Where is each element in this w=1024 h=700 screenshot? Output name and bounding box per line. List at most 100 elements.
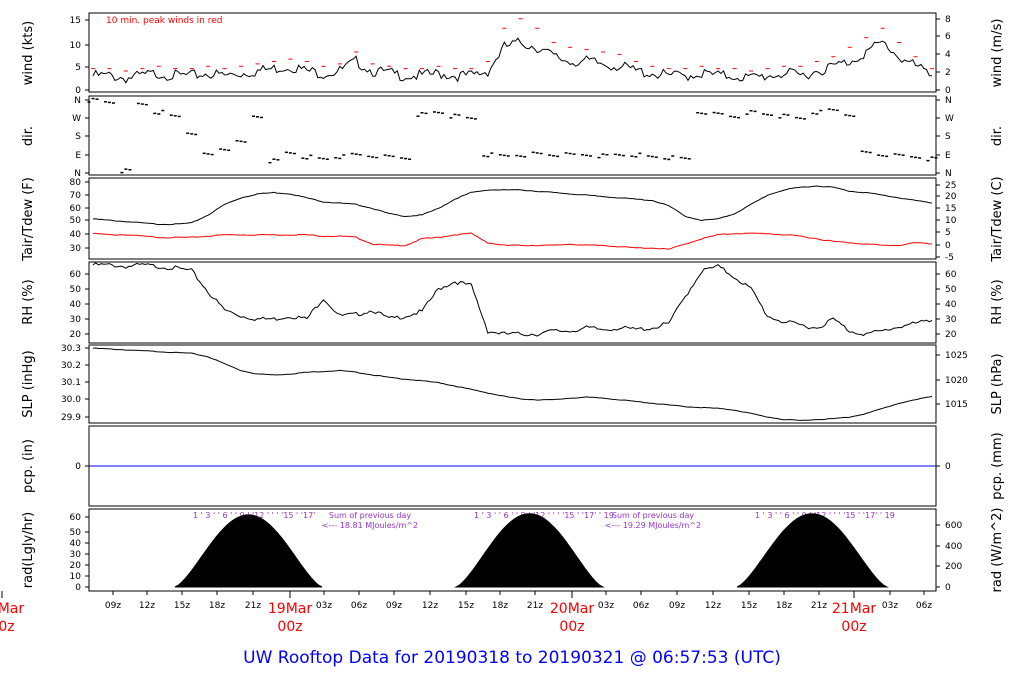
rh-ylabel: RH (%) <box>21 279 36 324</box>
relative-humidity-line <box>92 262 933 337</box>
dewpoint-line <box>92 232 932 250</box>
rad-left-tick-label: 50 <box>70 528 82 538</box>
temp-ylabel: Tair/Tdew (F) <box>21 177 36 262</box>
air-temperature-line <box>92 185 933 226</box>
sea-level-pressure-line <box>92 347 933 421</box>
temp-left-tick-label: 30 <box>70 244 82 254</box>
slp-left-tick-label: 30.3 <box>61 344 81 354</box>
slp-left-tick-label: 29.9 <box>61 413 81 423</box>
dir-ylabel-right-text: dir. <box>990 126 1005 146</box>
x-axis-hour-label: 18z <box>209 601 225 611</box>
dir-left-tick-label: W <box>72 114 81 124</box>
x-axis-day-label: 18Mar <box>0 601 24 617</box>
page-title: UW Rooftop Data for 20190318 to 20190321… <box>243 648 781 668</box>
wind-left-tick-label: 5 <box>75 63 81 73</box>
rh-left-tick-label: 40 <box>70 300 82 310</box>
rh-right-tick-label: 30 <box>945 315 957 325</box>
temp-left-tick-label: 80 <box>70 178 82 188</box>
x-axis-day-label: 20Mar <box>550 601 594 617</box>
solar-radiation-area <box>174 514 323 588</box>
wind-right-tick-label: 4 <box>945 50 951 60</box>
x-axis-hour-label: 15z <box>174 601 190 611</box>
x-axis-hour-label: 03z <box>882 601 898 611</box>
x-axis-hour-label: 21z <box>811 601 827 611</box>
rh-left-tick-label: 30 <box>70 315 82 325</box>
x-axis-hour-label: 06z <box>916 601 932 611</box>
rad-left-tick-label: 30 <box>70 550 82 560</box>
wind-right-tick-label: 8 <box>945 15 951 25</box>
rad-right-tick-label: 600 <box>945 521 962 531</box>
rh-ylabel-right: RH (%) <box>990 279 1005 324</box>
x-axis-hour-label: 15z <box>741 601 757 611</box>
x-axis-hour-label: 12z <box>705 601 721 611</box>
rad-ylabel: rad(Lgly/hr) <box>21 512 36 588</box>
x-axis-hour-label: 12z <box>422 601 438 611</box>
x-axis-hour-label: 09z <box>669 601 685 611</box>
rad-left-tick-label: 40 <box>70 539 82 549</box>
temp-right-tick-label: 25 <box>945 181 956 191</box>
rh-right-tick-label: 40 <box>945 300 957 310</box>
x-axis-day-time-label: 00z <box>841 619 866 635</box>
rad-summary-1-line2: <--- 18.81 MJoules/m^2 <box>322 521 418 530</box>
slp-right-tick-label: 1015 <box>945 400 968 410</box>
x-axis-hour-label: 15z <box>458 601 474 611</box>
slp-ylabel-right: SLP (hPa) <box>990 353 1005 414</box>
x-axis-day-label: 19Mar <box>268 601 312 617</box>
wind-ylabel: wind (kts) <box>21 21 36 85</box>
dir-right-tick-label: E <box>945 151 951 161</box>
x-axis-hour-label: 03z <box>316 601 332 611</box>
temp-ylabel-right: Tair/Tdew (C) <box>990 176 1005 262</box>
wind-right-tick-label: 0 <box>945 86 951 96</box>
x-axis-hour-label: 21z <box>527 601 543 611</box>
wind-ylabel-right: wind (m/s) <box>990 19 1005 88</box>
rad-ylabel-right: rad (W/m^2) <box>990 508 1005 593</box>
wind-peak-annotation: 10 min. peak winds in red <box>106 16 223 26</box>
pcp-ylabel-right: pcp. (mm) <box>990 432 1005 499</box>
temp-panel-frame <box>88 177 937 260</box>
rad-left-tick-label: 0 <box>75 583 81 593</box>
slp-left-tick-label: 30.1 <box>61 378 81 388</box>
temp-right-tick-label: 5 <box>945 228 951 238</box>
rh-left-tick-label: 20 <box>70 330 82 340</box>
pcp-ylabel: pcp. (in) <box>21 439 36 493</box>
wind-panel-frame <box>88 12 937 93</box>
solar-radiation-area <box>454 513 605 588</box>
x-axis-hour-label: 21z <box>245 601 261 611</box>
slp-right-tick-label: 1020 <box>945 376 968 386</box>
temp-left-tick-label: 40 <box>70 230 82 240</box>
x-axis-hour-label: 06z <box>633 601 649 611</box>
rad-right-tick-label: 400 <box>945 542 962 552</box>
dir-right-tick-label: S <box>945 132 951 142</box>
rad-hour-marks-3: 1 ' 3 ' ' 6 ' ' 9 ' '12 ' ' ' '15 ' '17'… <box>755 511 895 520</box>
wind-right-tick-label: 6 <box>945 32 951 42</box>
wind-speed-line <box>92 37 932 84</box>
rad-hour-marks-2: 1 ' 3 ' ' 6 ' ' 9 ' '12 ' ' ' '15 ' '17'… <box>474 511 614 520</box>
rad-right-tick-label: 0 <box>945 583 951 593</box>
x-axis-hour-label: 06z <box>351 601 367 611</box>
x-axis-day-time-label: 00z <box>559 619 584 635</box>
temp-right-tick-label: 15 <box>945 204 956 214</box>
dir-right-tick-label: N <box>945 96 952 106</box>
dir-ylabel: dir. <box>21 126 36 146</box>
dir-right-tick-label: N <box>945 169 952 179</box>
temp-right-tick-label: 20 <box>945 192 957 202</box>
temp-right-tick-label: 0 <box>945 241 951 251</box>
pcp-left-tick-label: 0 <box>75 462 81 472</box>
dir-right-tick-label: W <box>945 114 954 124</box>
rad-left-tick-label: 20 <box>70 561 82 571</box>
x-axis-day-label: 21Mar <box>832 601 876 617</box>
x-axis-hour-label: 09z <box>105 601 121 611</box>
x-axis-hour-label: 09z <box>386 601 402 611</box>
temp-right-tick-label: 10 <box>945 216 957 226</box>
slp-panel-frame <box>88 344 937 424</box>
rad-left-tick-label: 60 <box>70 513 82 523</box>
dir-left-tick-label: N <box>74 96 81 106</box>
dir-left-tick-label: N <box>74 169 81 179</box>
slp-right-tick-label: 1025 <box>945 351 968 361</box>
wind-left-tick-label: 0 <box>75 86 81 96</box>
wind-left-tick-label: 15 <box>70 16 81 26</box>
rad-summary-2-line2: <--- 19.29 MJoules/m^2 <box>605 521 701 530</box>
x-axis-day-time-label: 00z <box>0 619 15 635</box>
x-axis-hour-label: 18z <box>776 601 792 611</box>
wind-left-tick-label: 10 <box>70 41 82 51</box>
